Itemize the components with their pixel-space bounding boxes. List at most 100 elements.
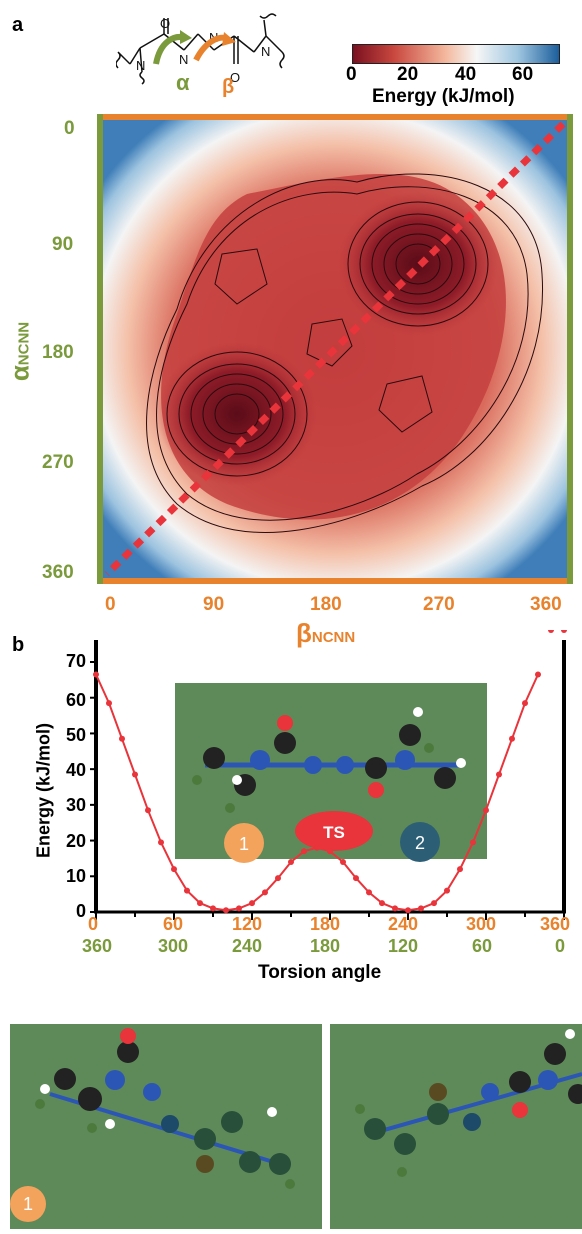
y-tick: 20 xyxy=(65,831,86,851)
x-tick: 90 xyxy=(203,594,225,615)
y-tick: 360 xyxy=(42,562,74,583)
svg-text:N: N xyxy=(179,52,188,67)
data-point xyxy=(457,866,463,873)
data-point xyxy=(262,889,268,896)
x-tick-top: 300 xyxy=(466,914,497,934)
x-tick: 360 xyxy=(530,594,562,615)
state-2-label: 2 xyxy=(415,833,425,853)
molecule-panel-2 xyxy=(330,1024,582,1229)
data-point xyxy=(301,848,307,855)
panel-a-letter: a xyxy=(12,14,24,36)
data-point xyxy=(158,839,164,846)
state-2-circle xyxy=(400,822,440,862)
data-point xyxy=(275,875,281,882)
y-tick: 30 xyxy=(65,795,86,815)
alpha-symbol: α xyxy=(176,70,190,95)
panel-b-letter: b xyxy=(12,634,25,656)
svg-text:N: N xyxy=(261,44,270,59)
y-tick: 10 xyxy=(65,866,86,886)
svg-text:O: O xyxy=(230,70,240,85)
data-point xyxy=(132,771,138,778)
data-point xyxy=(483,807,489,814)
data-point xyxy=(418,905,424,912)
data-point xyxy=(379,900,385,907)
colorbar-tick: 0 xyxy=(346,64,357,85)
x-tick-bottom: 240 xyxy=(232,936,263,956)
data-point xyxy=(444,887,450,894)
state-1-badge: 1 xyxy=(10,1186,46,1222)
state-1-circle xyxy=(224,823,264,863)
svg-text:O: O xyxy=(160,16,170,31)
colorbar-label: Energy (kJ/mol) xyxy=(372,86,515,107)
data-point xyxy=(145,807,151,814)
colorbar-tick: 60 xyxy=(512,64,534,85)
colorbar-tick: 40 xyxy=(455,64,477,85)
colorbar-tick: 20 xyxy=(397,64,419,85)
data-point xyxy=(535,671,541,678)
x-tick-top: 0 xyxy=(88,914,99,934)
data-point xyxy=(392,905,398,912)
data-point xyxy=(249,900,255,907)
y-axis-label: αNCNN xyxy=(4,321,35,382)
data-point xyxy=(119,735,125,742)
y-tick: 40 xyxy=(65,760,86,780)
data-point xyxy=(184,887,190,894)
y-tick: 90 xyxy=(52,234,74,255)
data-point xyxy=(340,859,346,865)
molecule-1-render xyxy=(35,1028,295,1189)
x-tick-bottom: 120 xyxy=(388,936,419,956)
data-point xyxy=(327,848,333,855)
data-point xyxy=(561,630,567,633)
x-tick-top: 240 xyxy=(388,914,419,934)
molecule-panel-1: 1 xyxy=(10,1024,322,1229)
data-point xyxy=(366,889,372,896)
data-point xyxy=(197,900,203,907)
data-point xyxy=(210,905,216,912)
data-point xyxy=(509,735,515,742)
data-point xyxy=(431,900,437,907)
y-tick: 0 xyxy=(64,118,75,139)
ts-label: TS xyxy=(323,823,345,842)
ts-ellipse xyxy=(295,811,373,851)
x-tick-bottom: 60 xyxy=(472,936,493,956)
data-point xyxy=(223,907,229,914)
svg-text:N: N xyxy=(136,58,145,73)
x-tick: 270 xyxy=(423,594,455,615)
x-tick-bottom: 180 xyxy=(310,936,341,956)
y-tick: 50 xyxy=(65,725,86,745)
colorbar xyxy=(352,44,560,64)
x-tick-top: 60 xyxy=(163,914,184,934)
x-tick-top: 180 xyxy=(310,914,341,934)
x-axis-label: Torsion angle xyxy=(258,962,382,983)
diagonal-line xyxy=(104,121,566,577)
state-1-label: 1 xyxy=(239,834,249,854)
data-point xyxy=(314,844,320,851)
data-point xyxy=(236,905,242,912)
x-tick-top: 360 xyxy=(540,914,571,934)
x-tick-bottom: 0 xyxy=(555,936,566,956)
data-point xyxy=(496,771,502,778)
x-tick: 0 xyxy=(105,594,116,615)
y-tick: 70 xyxy=(65,651,86,671)
molecule-schematic: O N N N O N xyxy=(116,13,285,85)
x-tick-bottom: 300 xyxy=(158,936,189,956)
x-tick-bottom: 360 xyxy=(82,936,113,956)
molecule-2-render xyxy=(355,1029,582,1177)
y-tick: 0 xyxy=(75,901,86,921)
data-point xyxy=(470,839,476,846)
data-point xyxy=(522,700,528,707)
y-tick: 60 xyxy=(65,690,86,710)
x-axis-label: βNCNN xyxy=(296,618,356,648)
data-point xyxy=(548,630,554,633)
energy-profile-chart: TS 1 2 xyxy=(90,630,567,920)
data-point xyxy=(405,907,411,914)
data-point xyxy=(106,700,112,707)
data-point xyxy=(288,859,294,865)
x-tick-top: 120 xyxy=(232,914,263,934)
beta-symbol: β xyxy=(222,76,235,98)
y-tick: 180 xyxy=(42,342,74,363)
y-tick: 270 xyxy=(42,452,74,473)
data-point xyxy=(93,671,99,678)
data-point xyxy=(353,875,359,882)
heatmap-plot xyxy=(97,114,573,584)
